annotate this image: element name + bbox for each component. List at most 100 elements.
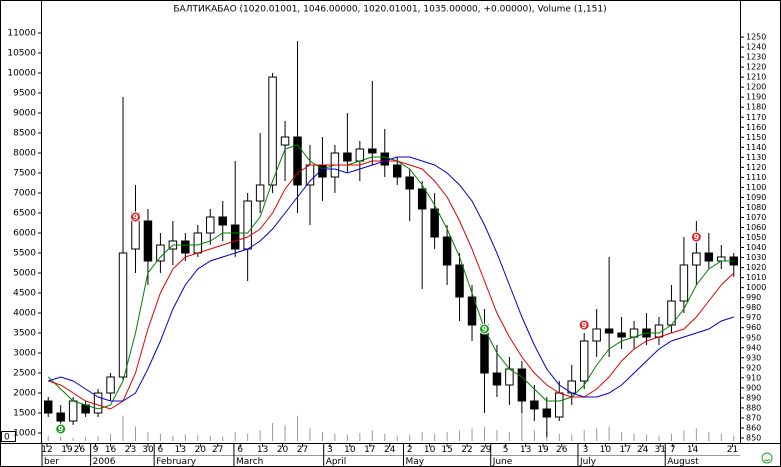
y2-tick-label: 940 — [746, 343, 761, 352]
y2-tick-label: 980 — [746, 303, 761, 312]
y-tick-label: 9500 — [13, 89, 36, 99]
signal-label: 9 — [133, 213, 139, 222]
candle-body — [181, 240, 190, 254]
candle-body — [93, 392, 103, 414]
y2-tick-label: 900 — [746, 383, 761, 392]
x-tick-label: 9 — [93, 445, 99, 455]
month-label: June — [492, 457, 513, 467]
candle-body — [156, 244, 165, 262]
y2-tick-label: 1200 — [746, 83, 766, 92]
y2-tick-label: 950 — [746, 333, 761, 342]
y-tick-label: 11000 — [7, 29, 36, 39]
y2-tick-label: 1000 — [746, 283, 766, 292]
signal-marker — [55, 423, 67, 435]
candle-body — [118, 252, 128, 378]
y2-tick-label: 920 — [746, 363, 761, 372]
x-tick-label: 24 — [384, 445, 396, 455]
month-label: July — [579, 457, 597, 467]
candle-body — [592, 328, 601, 342]
candle-body — [193, 232, 203, 254]
x-tick-label: 5 — [503, 445, 509, 455]
candle-body — [355, 148, 365, 162]
x-tick-label: 20 — [195, 445, 207, 455]
y-tick-label: 7500 — [13, 169, 36, 179]
x-tick-label: 20 — [277, 445, 289, 455]
y-tick-label: 4000 — [13, 309, 36, 319]
x-tick-label: 2 — [407, 445, 413, 455]
y2-tick-label: 1230 — [746, 53, 766, 62]
y2-tick-label: 870 — [746, 413, 761, 422]
candle-body — [268, 76, 277, 186]
volume-tick-label: 0 — [4, 433, 10, 443]
signal-label: 9 — [581, 321, 587, 330]
y-tick-label: 8500 — [13, 129, 36, 139]
candle-body — [206, 216, 215, 234]
x-tick-label: 3 — [327, 445, 333, 455]
x-tick-label: 21 — [727, 445, 738, 455]
signal-label: 9 — [482, 325, 488, 334]
x-tick-label: 27 — [212, 445, 223, 455]
y2-tick-label: 930 — [746, 353, 761, 362]
x-tick-label: 17 — [364, 445, 375, 455]
moving-average-line — [48, 156, 734, 402]
signal-marker — [478, 323, 490, 335]
x-tick-label: 14 — [687, 445, 699, 455]
x-tick-label: 6 — [158, 445, 164, 455]
x-tick-label: 26 — [74, 445, 86, 455]
candle-body — [380, 152, 390, 166]
y2-tick-label: 910 — [746, 373, 761, 382]
chart-title: БАЛТИКАБАО (1020.01001, 1046.00000, 1020… — [173, 5, 606, 15]
x-tick-label: 30 — [142, 445, 154, 455]
y-tick-label: 2500 — [13, 369, 36, 379]
y2-tick-label: 880 — [746, 403, 761, 412]
x-tick-label: 10 — [600, 445, 612, 455]
signal-label: 9 — [58, 425, 64, 434]
candle-body — [604, 328, 614, 334]
y2-tick-label: 850 — [746, 433, 761, 442]
x-tick-label: 16 — [105, 445, 117, 455]
candle-body — [293, 136, 302, 186]
month-label: April — [326, 457, 347, 467]
candle-body — [417, 188, 427, 210]
y2-tick-label: 1140 — [746, 143, 766, 152]
y-tick-label: 5500 — [13, 249, 36, 259]
x-tick-label: 7 — [670, 445, 676, 455]
candle-body — [343, 152, 352, 162]
x-tick-label: 6 — [237, 445, 243, 455]
y-tick-label: 7000 — [13, 189, 36, 199]
candle-body — [405, 176, 414, 190]
x-tick-label: 10 — [344, 445, 356, 455]
y-tick-label: 3000 — [13, 349, 36, 359]
y-tick-label: 9000 — [13, 109, 36, 119]
candle-body — [717, 256, 726, 262]
y2-tick-label: 1160 — [746, 123, 766, 132]
month-label: August — [667, 457, 699, 467]
candle-body — [68, 400, 78, 422]
candle-body — [255, 184, 265, 202]
candle-body — [305, 164, 315, 186]
candle-body — [455, 264, 464, 298]
y-tick-label: 6500 — [13, 209, 36, 219]
month-label: 2006 — [93, 457, 116, 467]
y2-tick-label: 890 — [746, 393, 761, 402]
signal-label: 9 — [694, 233, 700, 242]
y2-tick-label: 1190 — [746, 93, 766, 102]
month-label: February — [156, 457, 197, 467]
candle-body — [467, 296, 477, 326]
candle-body — [517, 368, 527, 402]
candle-body — [392, 164, 402, 178]
x-tick-label: 17 — [620, 445, 631, 455]
x-tick-label: 31 — [655, 445, 666, 455]
y2-tick-label: 990 — [746, 293, 761, 302]
candle-body — [442, 236, 452, 266]
candle-body — [243, 200, 252, 250]
month-label: ber — [44, 457, 59, 467]
y2-tick-label: 1150 — [746, 133, 766, 142]
y-tick-label: 10000 — [7, 69, 36, 79]
candle-body — [692, 252, 701, 266]
y2-tick-label: 1170 — [746, 113, 766, 122]
y2-tick-label: 1070 — [746, 213, 766, 222]
y2-tick-label: 1110 — [746, 173, 766, 182]
